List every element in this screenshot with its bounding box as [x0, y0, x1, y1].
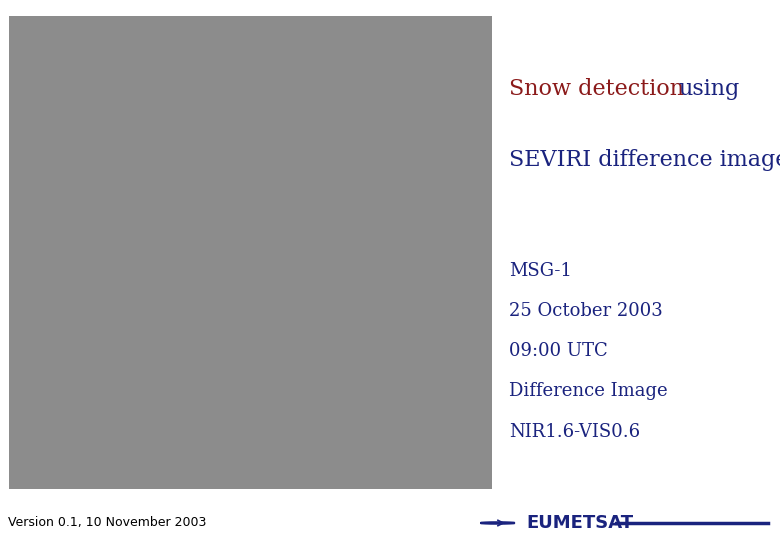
- Text: 09:00 UTC: 09:00 UTC: [509, 342, 608, 360]
- Text: MSG-1: MSG-1: [509, 262, 572, 280]
- Text: NIR1.6-VIS0.6: NIR1.6-VIS0.6: [509, 422, 640, 441]
- Text: EUMETSAT: EUMETSAT: [526, 514, 633, 532]
- Text: 13:0013  MSG-1    01  25 03   05:25e  000:00e  300:75  E19:4  31.03: 13:0013 MSG-1 01 25 03 05:25e 000:00e 30…: [19, 494, 312, 500]
- Text: 25 October 2003: 25 October 2003: [509, 302, 663, 320]
- Text: Difference Image: Difference Image: [509, 382, 668, 400]
- Text: SEVIRI difference images: SEVIRI difference images: [509, 148, 780, 171]
- Text: Version 0.1, 10 November 2003: Version 0.1, 10 November 2003: [8, 516, 206, 530]
- Text: Snow detection: Snow detection: [509, 78, 684, 99]
- Text: using: using: [678, 78, 739, 99]
